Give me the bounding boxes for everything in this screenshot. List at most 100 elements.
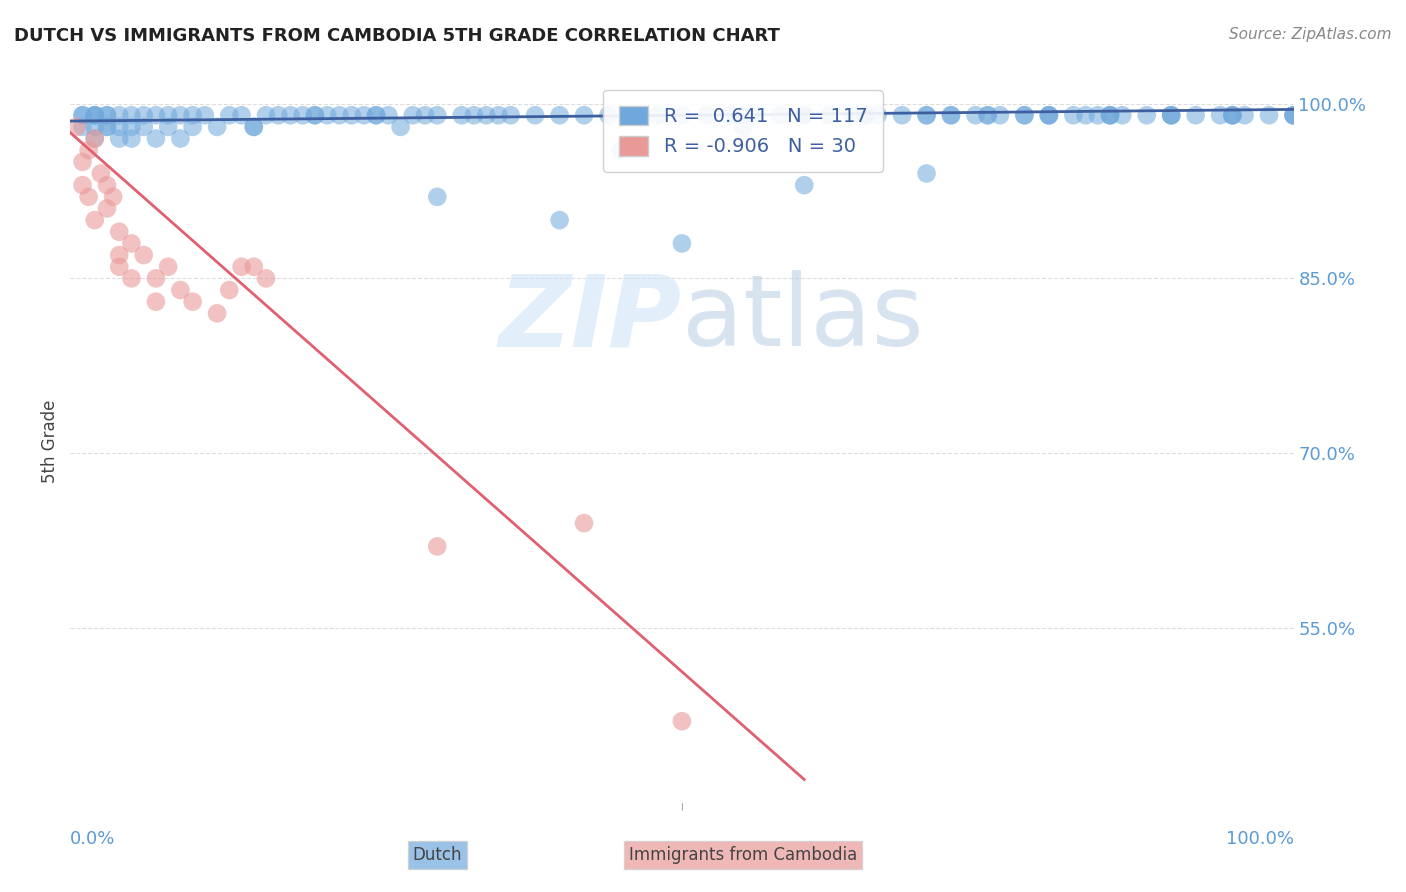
Point bbox=[108, 225, 131, 239]
Point bbox=[72, 154, 94, 169]
Point bbox=[1087, 108, 1109, 122]
Point bbox=[499, 108, 522, 122]
Point bbox=[548, 108, 571, 122]
Point bbox=[72, 108, 94, 122]
Point bbox=[1038, 108, 1060, 122]
Point bbox=[96, 120, 118, 134]
Point bbox=[572, 108, 595, 122]
Point bbox=[426, 190, 449, 204]
Point bbox=[524, 108, 547, 122]
Point bbox=[83, 120, 105, 134]
Point bbox=[96, 108, 118, 122]
Point bbox=[1220, 108, 1243, 122]
Point bbox=[720, 108, 742, 122]
Point bbox=[121, 120, 143, 134]
Point bbox=[793, 108, 815, 122]
Point bbox=[121, 108, 143, 122]
Point bbox=[1062, 108, 1084, 122]
Point bbox=[842, 108, 865, 122]
Y-axis label: 5th Grade: 5th Grade bbox=[41, 400, 59, 483]
Point bbox=[90, 167, 112, 181]
Point bbox=[915, 108, 938, 122]
Point bbox=[169, 131, 191, 145]
Point bbox=[145, 271, 167, 285]
Point bbox=[647, 108, 669, 122]
Point bbox=[988, 108, 1011, 122]
Point bbox=[169, 108, 191, 122]
Point bbox=[181, 108, 204, 122]
Point bbox=[132, 108, 155, 122]
Point bbox=[671, 236, 693, 251]
Point bbox=[621, 108, 644, 122]
Point bbox=[695, 108, 717, 122]
Point bbox=[218, 283, 240, 297]
Point bbox=[1038, 108, 1060, 122]
Point bbox=[83, 131, 105, 145]
Text: Dutch: Dutch bbox=[412, 847, 463, 864]
Point bbox=[965, 108, 987, 122]
Point bbox=[1160, 108, 1182, 122]
Point bbox=[572, 516, 595, 530]
Point bbox=[463, 108, 485, 122]
Point bbox=[157, 120, 180, 134]
Point bbox=[243, 120, 266, 134]
Point bbox=[488, 108, 510, 122]
Point bbox=[413, 108, 436, 122]
Point bbox=[194, 108, 217, 122]
Point bbox=[96, 108, 118, 122]
Point bbox=[145, 108, 167, 122]
Point bbox=[855, 108, 877, 122]
Point bbox=[598, 108, 620, 122]
Point bbox=[389, 120, 412, 134]
Point bbox=[65, 120, 87, 134]
Text: DUTCH VS IMMIGRANTS FROM CAMBODIA 5TH GRADE CORRELATION CHART: DUTCH VS IMMIGRANTS FROM CAMBODIA 5TH GR… bbox=[14, 27, 780, 45]
Point bbox=[243, 120, 266, 134]
Point bbox=[939, 108, 962, 122]
Point bbox=[96, 178, 118, 193]
Point bbox=[254, 271, 277, 285]
Point bbox=[291, 108, 314, 122]
Point bbox=[1099, 108, 1122, 122]
Point bbox=[1074, 108, 1097, 122]
Point bbox=[145, 294, 167, 309]
Point bbox=[1220, 108, 1243, 122]
Point bbox=[83, 131, 105, 145]
Point bbox=[1099, 108, 1122, 122]
Point bbox=[205, 120, 228, 134]
Point bbox=[254, 108, 277, 122]
Text: ZIP: ZIP bbox=[499, 270, 682, 368]
Point bbox=[108, 120, 131, 134]
Point bbox=[108, 248, 131, 262]
Point bbox=[366, 108, 388, 122]
Point bbox=[72, 108, 94, 122]
Point bbox=[83, 108, 105, 122]
Point bbox=[304, 108, 326, 122]
Point bbox=[1282, 108, 1305, 122]
Point bbox=[866, 108, 889, 122]
Point bbox=[793, 178, 815, 193]
Point bbox=[121, 271, 143, 285]
Point bbox=[402, 108, 425, 122]
Point bbox=[1209, 108, 1232, 122]
Point bbox=[108, 108, 131, 122]
Point bbox=[157, 260, 180, 274]
Point bbox=[231, 108, 253, 122]
Point bbox=[915, 167, 938, 181]
Point bbox=[744, 108, 766, 122]
Point bbox=[1258, 108, 1281, 122]
Text: Immigrants from Cambodia: Immigrants from Cambodia bbox=[628, 847, 858, 864]
Point bbox=[231, 260, 253, 274]
Point bbox=[769, 108, 792, 122]
Point bbox=[671, 714, 693, 729]
Point bbox=[121, 236, 143, 251]
Point bbox=[101, 190, 124, 204]
Point bbox=[733, 108, 755, 122]
Point bbox=[72, 120, 94, 134]
Point bbox=[169, 283, 191, 297]
Point bbox=[280, 108, 302, 122]
Point bbox=[328, 108, 350, 122]
Point bbox=[1038, 108, 1060, 122]
Legend: R =  0.641   N = 117, R = -0.906   N = 30: R = 0.641 N = 117, R = -0.906 N = 30 bbox=[603, 90, 883, 172]
Point bbox=[855, 108, 877, 122]
Point bbox=[304, 108, 326, 122]
